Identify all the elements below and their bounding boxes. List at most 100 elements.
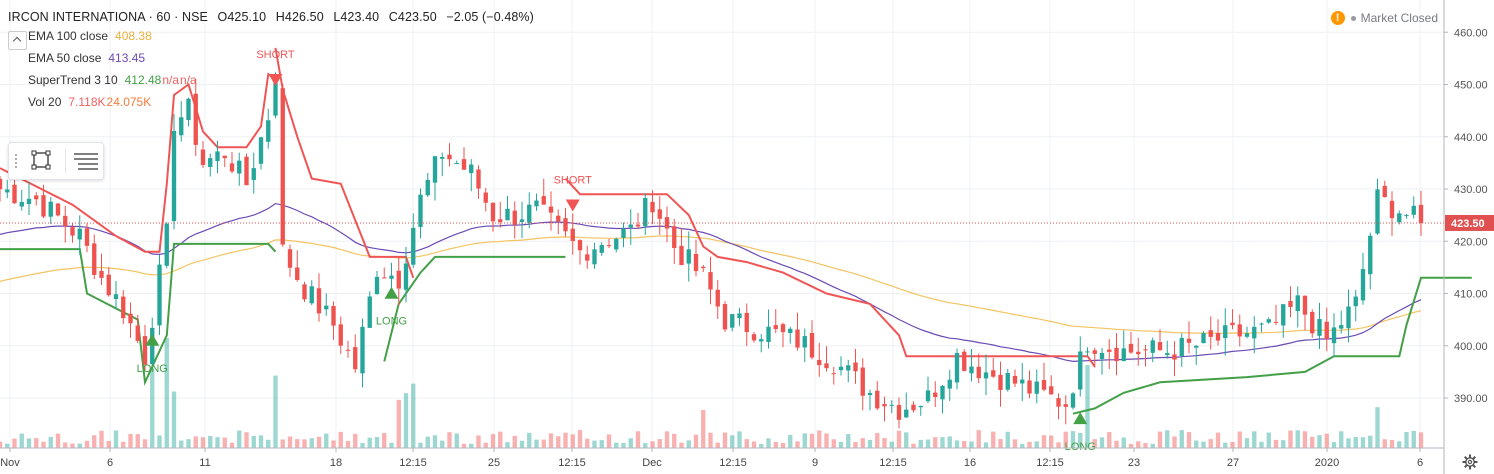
candle-body — [962, 351, 967, 371]
volume-bar — [577, 430, 583, 448]
candle-body — [1310, 312, 1315, 334]
candle-body — [331, 306, 336, 326]
candle-body — [353, 347, 358, 370]
volume-bar — [1324, 433, 1329, 448]
indicator-value: 408.38 — [115, 29, 152, 43]
volume-bar — [135, 434, 140, 448]
volume-bar — [1201, 441, 1206, 448]
volume-bar — [817, 430, 822, 448]
volume-bar — [1223, 442, 1228, 448]
candle-body — [751, 334, 757, 341]
indicator-row[interactable]: EMA 50 close 413.45 — [8, 50, 534, 66]
volume-bar — [389, 442, 394, 448]
volume-bar — [186, 439, 191, 448]
candle-body — [1411, 205, 1416, 215]
time-tick-label: 2020 — [1315, 457, 1339, 469]
indicator-row[interactable]: Vol 20 7.118K24.075K — [8, 94, 534, 110]
candle-body — [345, 349, 351, 351]
candle-body — [983, 372, 989, 379]
candle-body — [802, 336, 807, 348]
volume-bar — [1027, 441, 1032, 448]
candle-body — [432, 156, 438, 183]
candle-body — [947, 379, 952, 389]
time-tick-label: 27 — [1227, 457, 1239, 469]
indicator-list: EMA 100 close 408.38 EMA 50 close 413.45 Sup… — [8, 28, 534, 110]
high-value: H426.50 — [275, 10, 324, 24]
time-tick-label: 12:15 — [879, 457, 907, 469]
collapse-legend-button[interactable] — [8, 31, 27, 50]
indicator-row[interactable]: EMA 100 close 408.38 — [8, 28, 534, 44]
volume-bar — [1411, 430, 1416, 448]
volume-bar — [440, 440, 445, 448]
volume-bar — [519, 440, 525, 448]
candle-body — [672, 226, 677, 249]
volume-bar — [1165, 430, 1170, 448]
candle-body — [1070, 393, 1076, 408]
volume-bar — [55, 433, 61, 448]
volume-bar — [1382, 439, 1387, 448]
volume-bar — [1078, 432, 1083, 448]
volume-bar — [251, 436, 256, 448]
signal-annotations: SHORT SHORT LONG LONG LONG — [137, 49, 1096, 453]
price-tick-label: 440.00 — [1454, 132, 1488, 144]
indicator-row[interactable]: SuperTrend 3 10 412.48n/an/a — [8, 72, 534, 88]
candle-body — [164, 223, 169, 266]
volume-bar — [469, 443, 474, 448]
candle-body — [374, 276, 380, 295]
low-value: L423.40 — [333, 10, 380, 24]
candle-body — [657, 209, 662, 219]
candle-body — [614, 238, 619, 250]
rectangle-icon[interactable] — [31, 150, 51, 170]
candle-body — [548, 206, 554, 213]
candle-body — [925, 390, 931, 402]
candle-body — [737, 313, 742, 319]
volume-bar — [1172, 436, 1177, 448]
volume-bar — [295, 439, 300, 448]
candle-body — [1157, 342, 1163, 351]
candle-body — [1085, 351, 1090, 353]
candle-body — [744, 312, 749, 333]
candle-body — [998, 374, 1003, 390]
time-tick-label: 25 — [488, 457, 500, 469]
candle-body — [171, 130, 177, 222]
candle-body — [512, 210, 517, 225]
drawing-toolbar[interactable] — [8, 142, 104, 180]
volume-bar — [998, 439, 1003, 448]
volume-bar — [853, 442, 858, 448]
volume-bar — [48, 436, 53, 448]
supertrend-segment — [0, 242, 277, 386]
volume-bar — [483, 442, 488, 448]
candle-body — [469, 164, 474, 174]
candle-body — [1020, 379, 1025, 384]
volume-bar — [889, 441, 894, 448]
price-tick-label: 420.00 — [1454, 236, 1488, 248]
volume-bar — [1150, 443, 1155, 448]
candle-body — [1128, 343, 1134, 353]
volume-bar — [302, 439, 307, 448]
candle-body — [1288, 301, 1293, 307]
candle-body — [367, 296, 372, 328]
candle-body — [193, 93, 198, 145]
indicator-name: Vol 20 — [28, 95, 62, 109]
gear-icon[interactable] — [1462, 454, 1478, 470]
volume-bar — [867, 439, 873, 448]
candle-body — [1186, 338, 1192, 343]
volume-bar — [1360, 437, 1366, 448]
indicator-value: n/a — [180, 73, 197, 87]
volume-bar — [309, 438, 314, 448]
indicator-value: 413.45 — [108, 51, 146, 65]
volume-bar — [157, 435, 162, 448]
candle-body — [113, 294, 119, 300]
drag-handle-icon[interactable] — [14, 153, 18, 169]
candle-body — [809, 332, 815, 358]
candle-body — [527, 204, 532, 223]
lines-icon[interactable] — [73, 151, 99, 171]
volume-bar — [63, 442, 68, 448]
volume-bar — [802, 433, 807, 448]
warning-icon[interactable]: ! — [1330, 11, 1345, 25]
indicator-name: EMA 50 close — [28, 51, 102, 65]
volume-bar — [1404, 432, 1409, 448]
candle-body — [1266, 319, 1271, 323]
volume-bar — [628, 438, 633, 448]
